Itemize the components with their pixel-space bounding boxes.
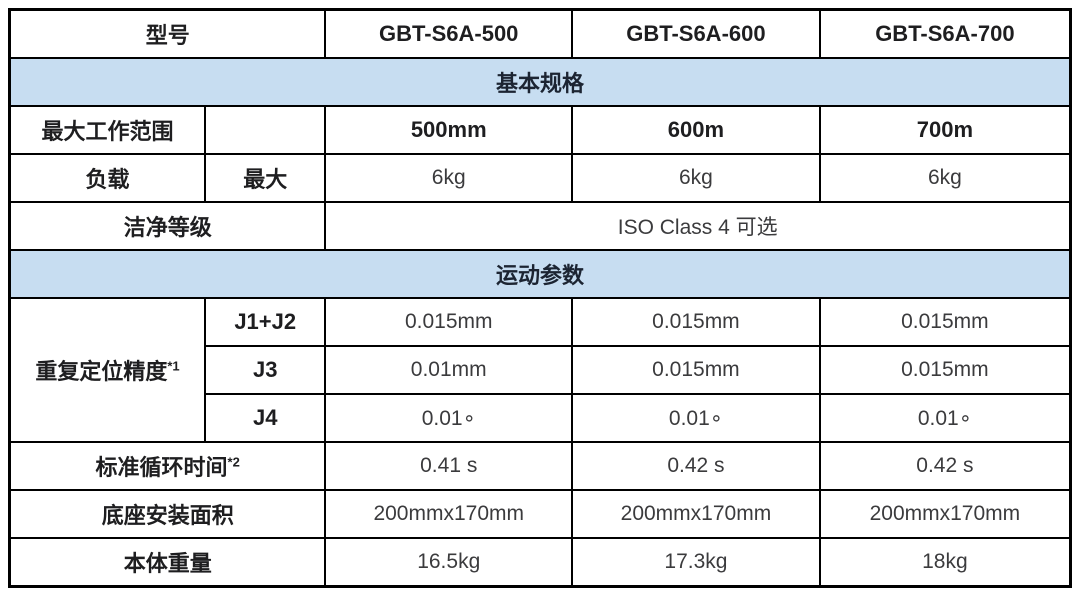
work-range-sub-empty-cell [204,105,327,155]
spec-value: 0.015mm [571,345,821,395]
spec-value: 0.015mm [571,297,821,347]
spec-value: 0.41 s [324,441,574,491]
spec-value: 700m [818,105,1072,155]
clean-class-value: ISO Class 4 可选 [324,201,1072,251]
joint-label-j3: J3 [204,345,327,395]
section-row-motion: 运动参数 [8,249,1072,299]
spec-value: 500mm [324,105,574,155]
spec-value: 200mmx170mm [818,489,1072,539]
cycle-time-row: 标准循环时间*2 0.41 s 0.42 s 0.42 s [8,441,1072,491]
spec-value: 6kg [818,153,1072,203]
spec-value: 16.5kg [324,537,574,588]
spec-value: 200mmx170mm [571,489,821,539]
spec-value: 0.01∘ [818,393,1072,443]
spec-value: 0.01mm [324,345,574,395]
payload-label: 负载 [8,153,207,203]
repeatability-label-text: 重复定位精度 [35,359,168,384]
clean-class-row: 洁净等级 ISO Class 4 可选 [8,201,1072,251]
section-header-motion: 运动参数 [8,249,1072,299]
work-range-label: 最大工作范围 [8,105,207,155]
weight-label: 本体重量 [8,537,327,588]
repeatability-row-j3: J3 0.01mm 0.015mm 0.015mm [10,345,1072,395]
work-range-row: 最大工作范围 500mm 600m 700m [8,105,1072,155]
section-header-basic: 基本规格 [8,57,1072,107]
spec-value: 6kg [324,153,574,203]
footnote-marker-1: *1 [167,358,180,374]
repeatability-label: 重复定位精度*1 [8,297,207,443]
spec-value: 0.42 s [571,441,821,491]
spec-value: 0.01∘ [324,393,574,443]
model-row: 型号 GBT-S6A-500 GBT-S6A-600 GBT-S6A-700 [8,8,1072,59]
spec-value: 0.01∘ [571,393,821,443]
spec-value: 18kg [818,537,1072,588]
payload-row: 负载 最大 6kg 6kg 6kg [8,153,1072,203]
model-name-600: GBT-S6A-600 [571,8,821,59]
spec-value: 600m [571,105,821,155]
spec-table: 型号 GBT-S6A-500 GBT-S6A-600 GBT-S6A-700 基… [8,8,1072,588]
spec-value: 17.3kg [571,537,821,588]
spec-value: 6kg [571,153,821,203]
model-name-500: GBT-S6A-500 [324,8,574,59]
weight-row: 本体重量 16.5kg 17.3kg 18kg [8,537,1072,588]
section-row-basic: 基本规格 [8,57,1072,107]
base-area-row: 底座安装面积 200mmx170mm 200mmx170mm 200mmx170… [8,489,1072,539]
spec-value: 0.42 s [818,441,1072,491]
repeatability-row-j12: 重复定位精度*1 J1+J2 0.015mm 0.015mm 0.015mm [8,297,1072,443]
model-name-700: GBT-S6A-700 [818,8,1072,59]
spec-value: 0.015mm [818,297,1072,347]
cycle-time-label: 标准循环时间*2 [8,441,327,491]
spec-value: 200mmx170mm [324,489,574,539]
spec-value: 0.015mm [324,297,574,347]
footnote-marker-2: *2 [227,454,240,470]
joint-label-j4: J4 [204,393,327,443]
cycle-time-label-text: 标准循环时间 [95,455,228,480]
joint-label-j12: J1+J2 [204,297,327,347]
repeatability-row-j4: J4 0.01∘ 0.01∘ 0.01∘ [10,393,1072,443]
model-row-label: 型号 [8,8,327,59]
base-area-label: 底座安装面积 [8,489,327,539]
payload-sub-label: 最大 [204,153,327,203]
clean-class-label: 洁净等级 [8,201,327,251]
spec-value: 0.015mm [818,345,1072,395]
